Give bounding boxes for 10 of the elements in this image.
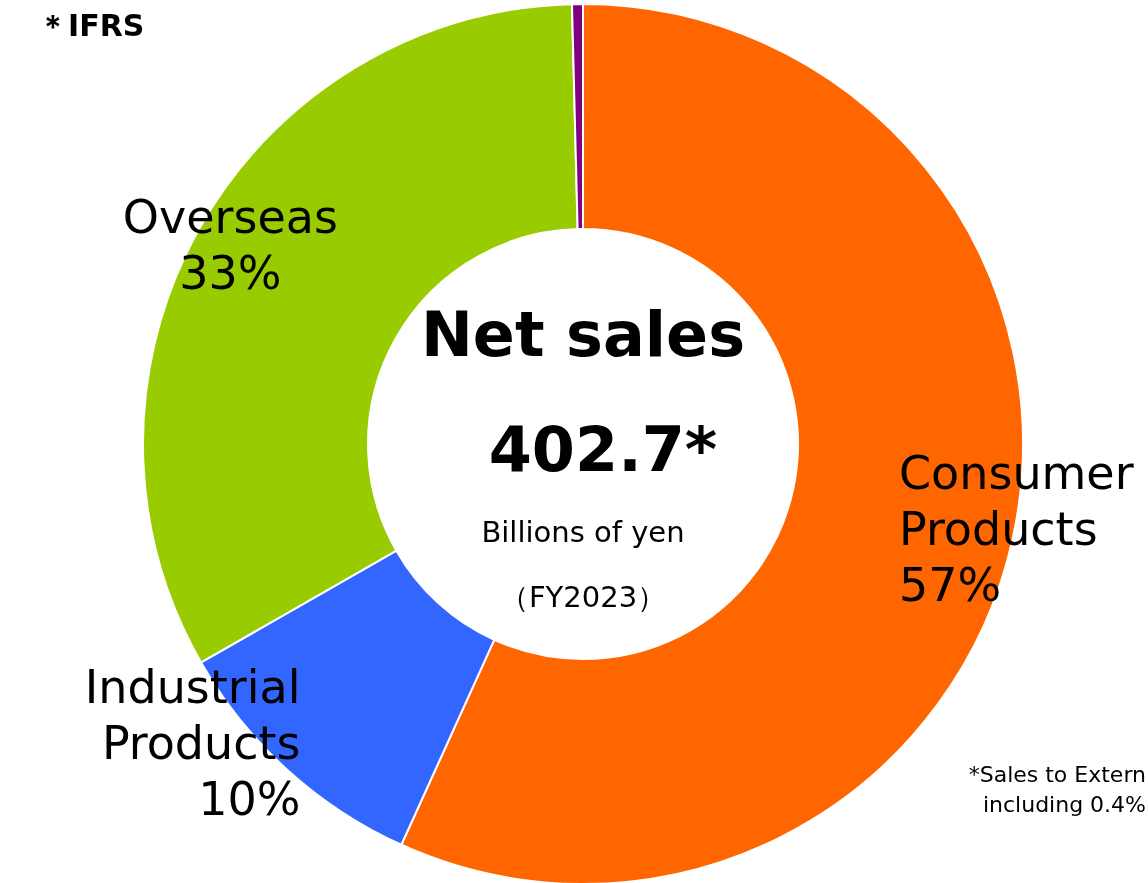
text: Net sales [419, 298, 747, 371]
data-label: 10% [198, 772, 301, 827]
data-label: 33% [179, 246, 282, 301]
text: *Sales to Extern [968, 761, 1146, 789]
text: ＊IFRS [38, 7, 145, 45]
text: 402.7* [487, 413, 719, 486]
text: Billions of yen [480, 515, 686, 549]
text: including 0.4% [981, 791, 1146, 819]
text: （FY2023） [498, 579, 668, 616]
data-label: 57% [899, 558, 1002, 613]
